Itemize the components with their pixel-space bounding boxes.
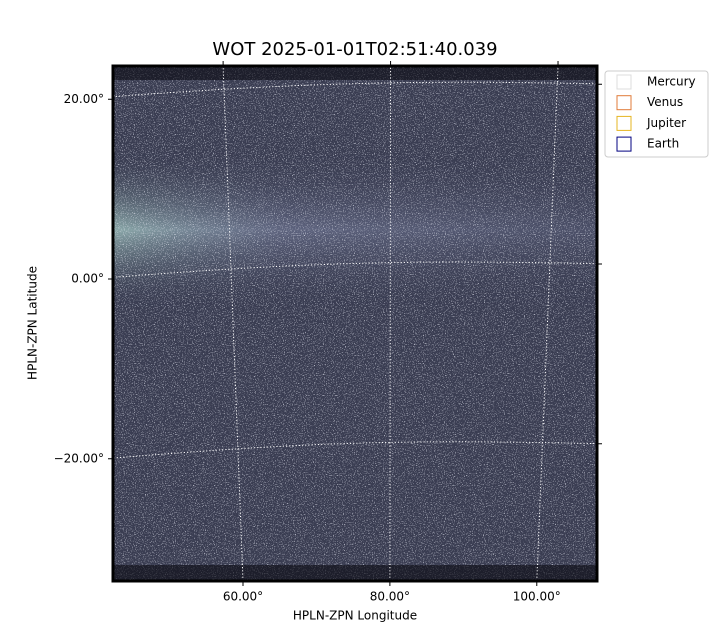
y-tick-label: 0.00° (71, 272, 104, 286)
x-axis-label: HPLN-ZPN Longitude (293, 609, 417, 623)
chart-title: WOT 2025-01-01T02:51:40.039 (212, 39, 497, 60)
grid-line (536, 65, 559, 582)
legend (604, 70, 709, 158)
x-tick-label: 60.00° (223, 590, 263, 604)
legend-swatch (616, 115, 632, 131)
y-tick-label: −20.00° (54, 451, 104, 465)
image (113, 66, 597, 581)
legend-swatch (616, 95, 632, 111)
y-tick-label: 20.00° (64, 92, 104, 106)
grid-line (90, 261, 615, 280)
grid-line (389, 65, 392, 582)
grid-line (222, 65, 244, 582)
legend-swatch (616, 136, 632, 152)
legend-label: Mercury (647, 75, 696, 89)
y-axis-label: HPLN-ZPN Latitude (26, 266, 40, 380)
legend-label: Venus (647, 95, 683, 109)
legend-swatch (616, 74, 632, 90)
x-tick-label: 100.00° (513, 590, 561, 604)
grid-line (103, 441, 605, 460)
x-tick-label: 80.00° (370, 590, 410, 604)
plot-frame (111, 64, 599, 583)
legend-label: Earth (647, 137, 679, 151)
legend-label: Jupiter (646, 116, 686, 130)
